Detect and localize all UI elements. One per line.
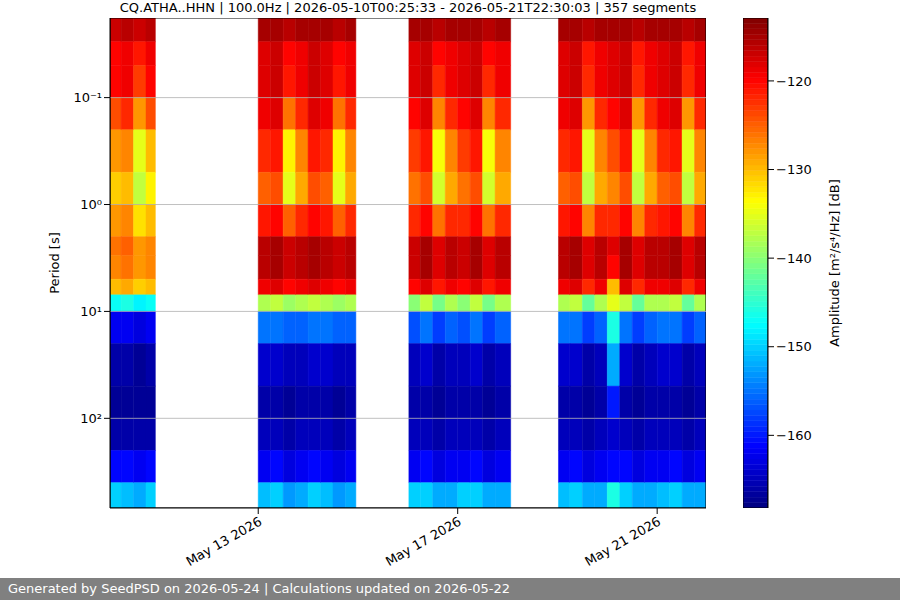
svg-text:10¹: 10¹ [80, 304, 102, 319]
html-text:CQ.ATHA..HHN | 100.0Hz | 2026-: CQ.ATHA..HHN | 100.0Hz | 2026-05-10T00:2… [119, 0, 697, 15]
svg-text:−130: −130 [776, 162, 812, 177]
svg-text:−160: −160 [776, 428, 812, 443]
svg-text:10²: 10² [80, 411, 102, 426]
svg-text:−150: −150 [776, 339, 812, 354]
svg-text:Period [s]: Period [s] [47, 232, 62, 294]
svg-text:−120: −120 [776, 74, 812, 89]
svg-text:May 13 2026: May 13 2026 [183, 514, 264, 569]
svg-text:10⁰: 10⁰ [80, 197, 102, 212]
html-text:Generated by SeedPSD on 2026-0: Generated by SeedPSD on 2026-05-24 | Cal… [8, 581, 510, 596]
svg-text:−140: −140 [776, 251, 812, 266]
svg-text:May 17 2026: May 17 2026 [383, 514, 464, 569]
svg-text:10⁻¹: 10⁻¹ [73, 90, 102, 105]
svg-text:May 21 2026: May 21 2026 [582, 514, 663, 569]
svg-text:Amplitude [m²/s⁴/Hz] [dB]: Amplitude [m²/s⁴/Hz] [dB] [827, 179, 842, 347]
